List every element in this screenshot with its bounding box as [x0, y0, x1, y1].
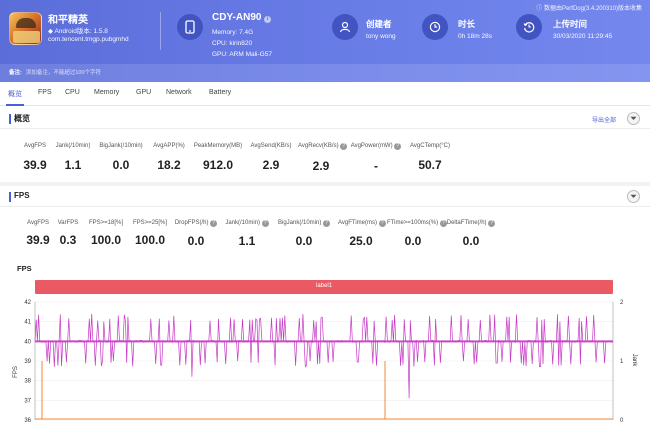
tab-network[interactable]: Network: [166, 89, 192, 96]
device-gpu: GPU: ARM Mali-G57: [212, 51, 272, 58]
y-tick-label: 42: [24, 300, 31, 306]
chart-title: FPS: [17, 264, 32, 273]
upload-value: 30/03/2020 11:29:45: [553, 33, 613, 40]
tab-bar: 概览 FPS CPU Memory GPU Network Battery: [0, 82, 650, 106]
version-note: ⓘ 数据由PerfDog(3.4.200310)版本收集: [536, 6, 642, 12]
app-icon: [9, 12, 42, 45]
y-tick-label: 41: [24, 320, 31, 326]
y-tick-label: 40: [24, 339, 31, 345]
metric-peakmemory: PeakMemory(MB) 912.0: [193, 143, 243, 172]
fps-metric-avgfps: AvgFPS 39.9: [26, 220, 50, 247]
remark-placeholder[interactable]: 添加备注，不能超过100个字符: [25, 70, 102, 76]
collapse-overview-button[interactable]: [627, 112, 640, 125]
tab-cpu[interactable]: CPU: [65, 89, 80, 96]
overview-title: 概览: [14, 114, 30, 123]
collapse-fps-button[interactable]: [627, 190, 640, 203]
user-icon: [332, 14, 358, 40]
tab-gpu[interactable]: GPU: [136, 89, 152, 96]
metric-avgsend: AvgSend(KB/s) 2.9: [250, 143, 292, 172]
fps-header: FPS: [0, 187, 650, 207]
y2-tick-label: 1: [620, 359, 624, 365]
y-tick-label: 36: [24, 418, 31, 423]
fps-series-line: [34, 313, 614, 399]
metric-avgctemp: AvgCTemp(°C) 50.7: [410, 143, 450, 172]
help-icon[interactable]: ?: [340, 143, 348, 150]
chart-ticks: 42 41 40 39 38 37 36 2 1 0: [24, 300, 624, 423]
fps-title: FPS: [14, 191, 30, 200]
history-icon: [516, 14, 542, 40]
app-package: com.tencent.tmgp.pubgmhd: [48, 36, 129, 43]
fps-metric-fps18: FPS>=18[%] 100.0: [88, 220, 124, 247]
remark-bar[interactable]: [0, 64, 650, 82]
tab-memory[interactable]: Memory: [94, 89, 120, 96]
fps-metric-bigjank: BigJank(/10min) ? 0.0: [276, 220, 332, 248]
device-cpu: CPU: kirin820: [212, 40, 253, 47]
help-icon[interactable]: ?: [439, 220, 447, 227]
y-tick-label: 37: [24, 398, 31, 404]
remark-field[interactable]: 备注: 添加备注，不能超过100个字符: [9, 68, 101, 76]
metric-avgpower: AvgPower(mW) ? -: [349, 143, 403, 173]
app-name: 和平精英: [48, 15, 88, 26]
section-marker: [9, 192, 11, 202]
metric-jank: Jank(/10min) 1.1: [55, 143, 91, 172]
phone-icon: [177, 14, 203, 40]
device-info-icon[interactable]: i: [264, 16, 272, 23]
fps-metric-varfps: VarFPS 0.3: [57, 220, 79, 247]
tab-battery[interactable]: Battery: [209, 89, 232, 96]
fps-metric-dropfps: DropFPS(/h) ? 0.0: [174, 220, 218, 248]
metric-avgrecv: AvgRecv(KB/s) ? 2.9: [298, 143, 348, 173]
chevron-down-icon: [630, 116, 637, 120]
metric-avgapp: AvgAPP(%) 18.2: [153, 143, 185, 172]
fps-metric-avgftime: AvgFTime(ms) ? 25.0: [338, 220, 386, 248]
upload-title: 上传时间: [553, 19, 588, 29]
section-marker: [9, 114, 11, 124]
app-version: ◆ Android版本: 1.5.8: [48, 28, 108, 35]
chart-legend-bar[interactable]: label1: [35, 280, 613, 294]
fps-metric-fps25: FPS>=25[%] 100.0: [132, 220, 168, 247]
fps-metric-ftime100: FTime>=100ms(%) ? 0.0: [387, 220, 447, 248]
legend-label: label1: [315, 283, 332, 289]
y2-tick-label: 0: [620, 418, 624, 423]
y2-tick-label: 2: [620, 300, 624, 306]
fps-metric-deltaftime: DeltaFTime(/h) ? 0.0: [446, 220, 496, 248]
section-divider: [0, 182, 650, 186]
device-name: CDY-AN90 i: [212, 12, 272, 23]
header-divider: [160, 12, 161, 50]
active-tab-indicator: [6, 104, 24, 106]
help-icon[interactable]: ?: [210, 220, 218, 227]
export-all-link[interactable]: 导出全部: [591, 118, 616, 124]
chart-series: [34, 313, 614, 420]
y-axis-label-left: FPS: [13, 366, 19, 378]
help-icon[interactable]: ?: [323, 220, 331, 227]
duration-title: 时长: [458, 19, 476, 29]
creator-value: tony wong: [366, 33, 396, 40]
y-tick-label: 39: [24, 359, 31, 365]
report-header: ⓘ 数据由PerfDog(3.4.200310)版本收集 和平精英 ◆ Andr…: [0, 0, 650, 82]
creator-title: 创建者: [366, 19, 392, 29]
chart-grid: [34, 301, 614, 421]
help-icon[interactable]: ?: [394, 143, 402, 150]
metric-bigjank: BigJank(/10min) 0.0: [99, 143, 143, 172]
y-tick-label: 38: [24, 379, 31, 385]
remark-label: 备注:: [9, 70, 22, 76]
chevron-down-icon: [630, 194, 637, 198]
fps-metric-jank: Jank(/10min) ? 1.1: [225, 220, 269, 248]
help-icon[interactable]: ?: [378, 220, 386, 227]
tab-overview[interactable]: 概览: [8, 91, 22, 98]
device-memory: Memory: 7.4G: [212, 29, 254, 36]
metric-avgfps: AvgFPS 39.9: [23, 143, 47, 172]
y-axis-label-right: Jank: [631, 354, 637, 368]
overview-header: 概览 导出全部: [0, 109, 650, 129]
help-icon[interactable]: ?: [488, 220, 496, 227]
clock-icon: [422, 14, 448, 40]
help-icon[interactable]: ?: [261, 220, 269, 227]
tab-fps[interactable]: FPS: [38, 89, 52, 96]
duration-value: 0h 18m 28s: [458, 33, 492, 40]
